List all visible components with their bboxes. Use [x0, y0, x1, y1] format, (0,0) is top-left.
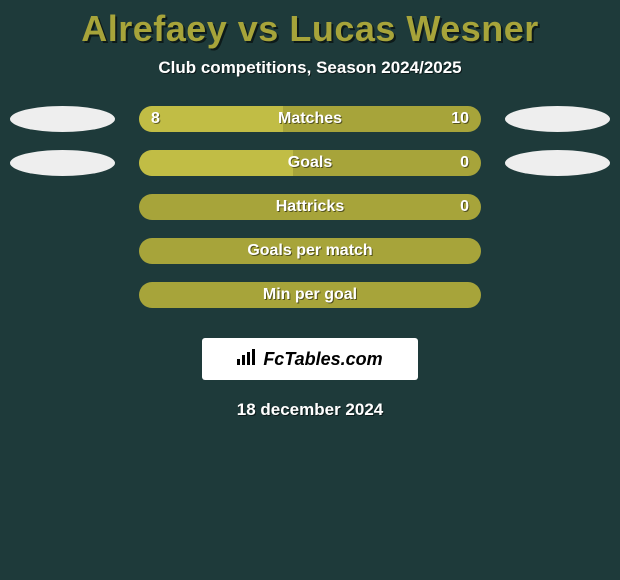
- comparison-infographic: Alrefaey vs Lucas Wesner Club competitio…: [0, 0, 620, 580]
- stat-label: Min per goal: [139, 286, 481, 304]
- stat-value-right: 0: [460, 198, 469, 216]
- stat-bar-hattricks: Hattricks0: [139, 194, 481, 220]
- stat-label: Matches: [139, 110, 481, 128]
- stat-row-matches: 8Matches10: [10, 106, 610, 132]
- brand-inner: FcTables.com: [237, 349, 382, 370]
- stat-label: Hattricks: [139, 198, 481, 216]
- stat-bar-goals: Goals0: [139, 150, 481, 176]
- stat-value-right: 0: [460, 154, 469, 172]
- stat-value-right: 10: [451, 110, 469, 128]
- stat-row-goals: Goals0: [10, 150, 610, 176]
- bar-chart-icon: [237, 349, 257, 370]
- player-right-marker: [505, 150, 610, 176]
- stat-label: Goals per match: [139, 242, 481, 260]
- player-left-marker: [10, 106, 115, 132]
- stat-bar-matches: 8Matches10: [139, 106, 481, 132]
- stat-bar-goals-per-match: Goals per match: [139, 238, 481, 264]
- footer-date: 18 december 2024: [237, 400, 384, 420]
- brand-text: FcTables.com: [263, 349, 382, 370]
- player-left-marker: [10, 150, 115, 176]
- player-right-marker: [505, 106, 610, 132]
- bars-container: 8Matches10Goals0Hattricks0Goals per matc…: [10, 106, 610, 326]
- stat-row-hattricks: Hattricks0: [10, 194, 610, 220]
- stat-label: Goals: [139, 154, 481, 172]
- stat-row-min-per-goal: Min per goal: [10, 282, 610, 308]
- page-subtitle: Club competitions, Season 2024/2025: [158, 58, 461, 78]
- page-title: Alrefaey vs Lucas Wesner: [81, 8, 539, 50]
- stat-bar-min-per-goal: Min per goal: [139, 282, 481, 308]
- stat-row-goals-per-match: Goals per match: [10, 238, 610, 264]
- brand-badge: FcTables.com: [202, 338, 418, 380]
